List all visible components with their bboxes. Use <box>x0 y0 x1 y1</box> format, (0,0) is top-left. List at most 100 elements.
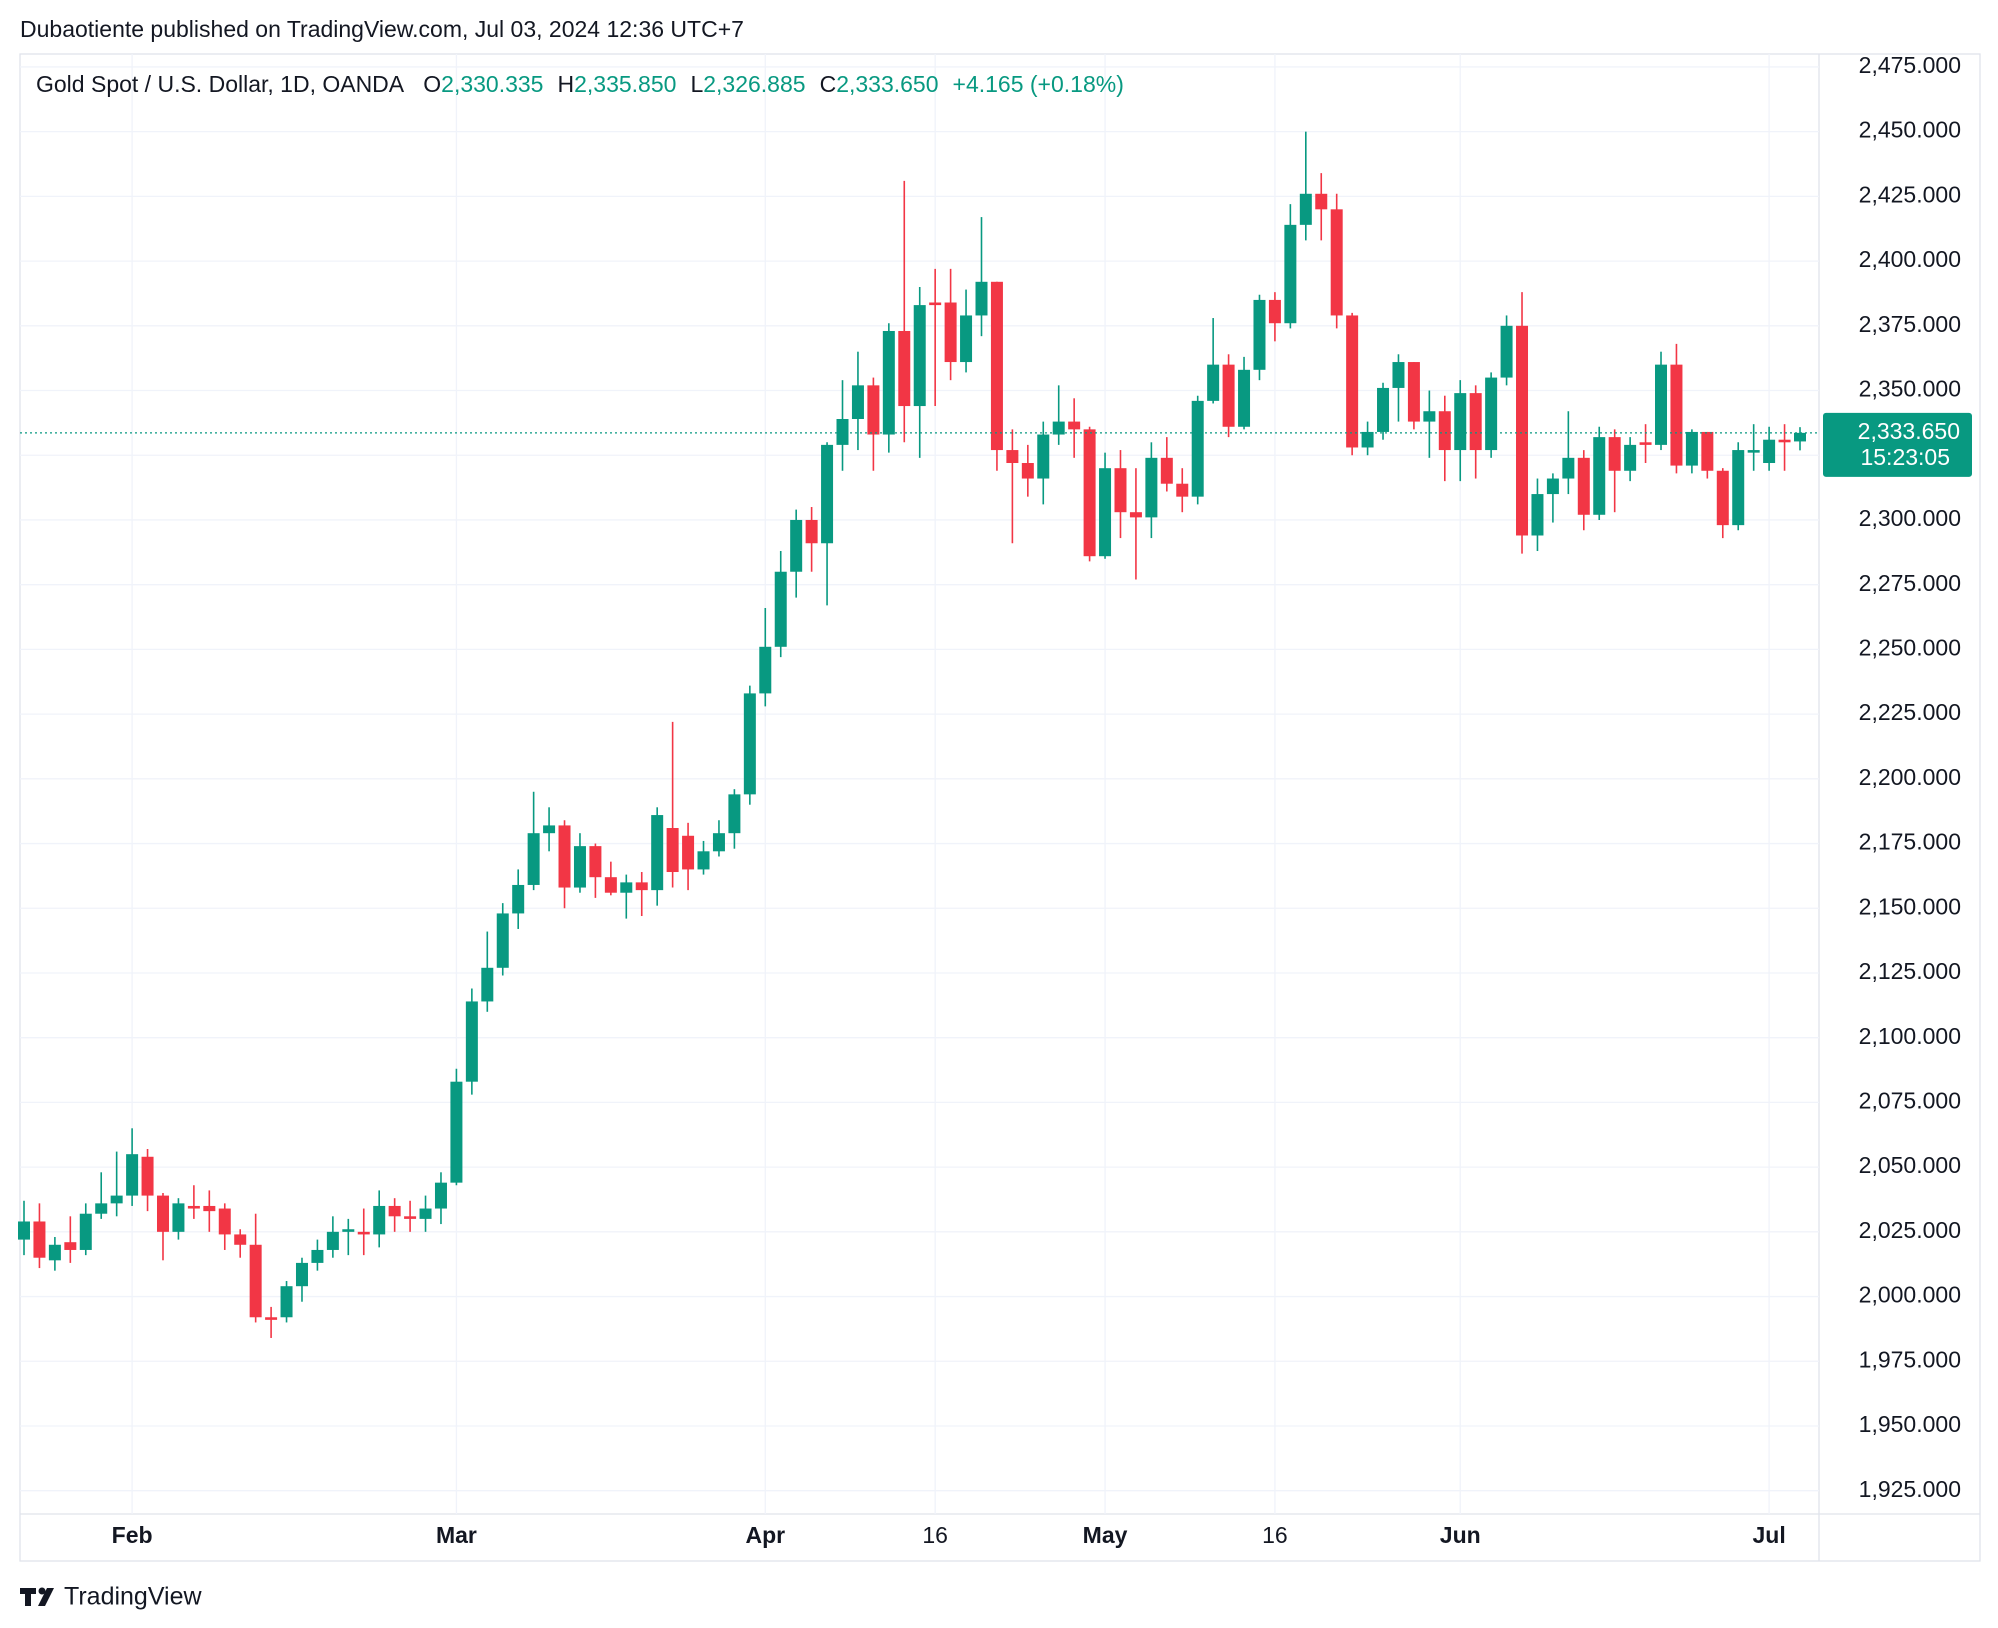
candle-body <box>1423 411 1436 422</box>
y-tick-label: 2,050.000 <box>1859 1152 1961 1178</box>
candle-body <box>1747 450 1760 453</box>
legend-title: Gold Spot / U.S. Dollar, 1D, OANDA <box>36 71 405 97</box>
y-tick-label: 2,075.000 <box>1859 1087 1961 1113</box>
candle-body <box>172 1203 185 1232</box>
candle-body <box>18 1221 30 1240</box>
y-tick-label: 1,925.000 <box>1859 1476 1961 1502</box>
candle-body <box>527 833 540 885</box>
candle-body <box>929 302 942 306</box>
legend-value: 2,333.650 <box>836 71 938 97</box>
candle-body <box>1577 457 1590 515</box>
candle-body <box>836 419 849 445</box>
candle-body <box>666 828 679 873</box>
candle-body <box>1268 299 1281 324</box>
candle-body <box>1068 421 1081 430</box>
candle-body <box>851 385 864 419</box>
candle-body <box>774 571 787 647</box>
candle-body <box>1500 325 1513 378</box>
candle-body <box>1052 421 1065 435</box>
candle-body <box>512 884 525 914</box>
candle-body <box>620 882 633 893</box>
candle-body <box>1083 429 1096 557</box>
candle-body <box>95 1203 108 1214</box>
candle-body <box>187 1205 200 1209</box>
x-tick-label: Apr <box>745 1522 785 1548</box>
candle-body <box>1129 512 1142 518</box>
candle-body <box>1716 470 1729 526</box>
candle-body <box>1238 369 1251 427</box>
last-price-label: 2,333.650 <box>1858 418 1960 444</box>
x-tick-label: Feb <box>112 1522 153 1548</box>
candle-body <box>635 882 648 891</box>
candle-body <box>1562 457 1575 479</box>
legend-key: L <box>690 71 703 97</box>
candle-body <box>110 1195 123 1204</box>
candle-body <box>1253 299 1266 370</box>
candle-body <box>481 967 494 1002</box>
y-tick-label: 2,250.000 <box>1859 634 1961 660</box>
candle-body <box>1438 411 1451 451</box>
x-tick-label: Jul <box>1752 1522 1785 1548</box>
candle-body <box>1037 434 1050 479</box>
candle-body <box>280 1286 293 1318</box>
candle-body <box>1778 439 1791 443</box>
candle-body <box>249 1244 262 1318</box>
candle-body <box>759 646 772 694</box>
y-tick-label: 2,350.000 <box>1859 376 1961 402</box>
x-tick-label: 16 <box>1262 1522 1288 1548</box>
candle-body <box>1608 437 1621 471</box>
candle-body <box>1454 393 1467 451</box>
candle-body <box>898 330 911 407</box>
candle-body <box>1732 450 1745 526</box>
candle-body <box>573 846 586 888</box>
candle-body <box>496 913 509 968</box>
candle-body <box>1639 442 1652 445</box>
candle-body <box>1624 444 1637 471</box>
y-tick-label: 2,225.000 <box>1859 699 1961 725</box>
candle-body <box>265 1317 278 1320</box>
candle-body <box>743 693 756 795</box>
candle-body <box>64 1242 77 1250</box>
candle-body <box>141 1156 154 1196</box>
candle-body <box>1670 364 1683 466</box>
candle-body <box>867 385 880 435</box>
candle-body <box>1315 193 1328 210</box>
y-tick-label: 2,100.000 <box>1859 1023 1961 1049</box>
candle-body <box>682 835 695 870</box>
candle-body <box>1546 478 1559 495</box>
candle-body <box>1207 364 1220 401</box>
logo-dot <box>38 1587 46 1595</box>
candle-body <box>126 1154 139 1196</box>
candle-body <box>790 519 803 572</box>
x-tick-label: Jun <box>1440 1522 1481 1548</box>
candle-body <box>1407 362 1420 422</box>
x-tick-label: May <box>1083 1522 1128 1548</box>
candle-body <box>295 1262 308 1287</box>
y-tick-label: 2,150.000 <box>1859 893 1961 919</box>
candle-body <box>419 1208 432 1219</box>
y-tick-label: 2,400.000 <box>1859 246 1961 272</box>
candle-body <box>465 1001 478 1082</box>
y-tick-label: 2,200.000 <box>1859 764 1961 790</box>
x-tick-label: 16 <box>922 1522 948 1548</box>
header-text: Dubaotiente published on TradingView.com… <box>20 16 744 42</box>
candle-body <box>357 1231 370 1235</box>
logo-mark <box>20 1588 54 1606</box>
last-price-tag <box>1823 412 1972 477</box>
y-tick-label: 1,950.000 <box>1859 1411 1961 1437</box>
candle-body <box>1176 483 1189 497</box>
candle-body <box>434 1182 447 1209</box>
candle-body <box>651 815 664 891</box>
candle-body <box>311 1249 324 1263</box>
candle-body <box>1516 325 1529 536</box>
candle-body <box>1114 468 1127 513</box>
candle-body <box>1392 362 1405 388</box>
legend-value: 2,335.850 <box>574 71 676 97</box>
legend-value: 2,330.335 <box>441 71 543 97</box>
candle-body <box>1021 463 1034 479</box>
candle-body <box>1222 364 1235 427</box>
candle-body <box>203 1205 216 1212</box>
candle-body <box>558 825 571 888</box>
candle-body <box>48 1244 61 1261</box>
x-tick-label: Mar <box>436 1522 477 1548</box>
